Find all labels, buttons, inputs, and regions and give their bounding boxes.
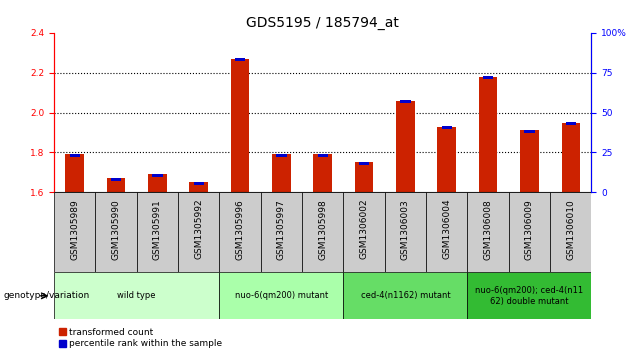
Text: GSM1305991: GSM1305991 <box>153 199 162 260</box>
Text: GSM1306003: GSM1306003 <box>401 199 410 260</box>
Text: GSM1305992: GSM1305992 <box>194 199 204 260</box>
Text: GSM1306002: GSM1306002 <box>359 199 369 260</box>
Bar <box>219 192 261 272</box>
Text: GSM1306010: GSM1306010 <box>566 199 576 260</box>
Bar <box>550 192 591 272</box>
Bar <box>441 126 452 129</box>
Text: GSM1306004: GSM1306004 <box>442 199 452 260</box>
Bar <box>54 192 95 272</box>
Bar <box>359 162 370 165</box>
Bar <box>314 155 332 192</box>
Text: GSM1305989: GSM1305989 <box>70 199 80 260</box>
Bar <box>520 131 539 192</box>
Bar <box>235 58 245 61</box>
Text: GSM1305997: GSM1305997 <box>277 199 286 260</box>
Bar <box>467 192 509 272</box>
Title: GDS5195 / 185794_at: GDS5195 / 185794_at <box>246 16 399 30</box>
Bar <box>426 192 467 272</box>
Bar <box>95 192 137 272</box>
Bar <box>219 272 343 319</box>
Bar <box>509 192 550 272</box>
Text: GSM1305998: GSM1305998 <box>318 199 328 260</box>
Bar <box>69 154 80 157</box>
Text: nuo-6(qm200); ced-4(n11
62) double mutant: nuo-6(qm200); ced-4(n11 62) double mutan… <box>475 286 584 306</box>
Text: ced-4(n1162) mutant: ced-4(n1162) mutant <box>361 291 450 300</box>
Bar <box>467 272 591 319</box>
Text: genotype/variation: genotype/variation <box>3 291 90 300</box>
Bar <box>54 272 219 319</box>
Text: GSM1306008: GSM1306008 <box>483 199 493 260</box>
Legend: transformed count, percentile rank within the sample: transformed count, percentile rank withi… <box>59 327 223 348</box>
Bar <box>178 192 219 272</box>
Bar <box>111 178 121 181</box>
Bar <box>483 76 494 79</box>
Bar <box>66 155 84 192</box>
Bar <box>565 122 576 125</box>
Bar <box>562 123 580 192</box>
Text: wild type: wild type <box>118 291 156 300</box>
Bar <box>343 272 467 319</box>
Bar <box>438 127 456 192</box>
Bar <box>272 155 291 192</box>
Bar <box>190 183 208 192</box>
Bar <box>400 100 411 103</box>
Bar <box>343 192 385 272</box>
Bar <box>261 192 302 272</box>
Bar <box>317 154 328 157</box>
Bar <box>479 77 497 192</box>
Bar <box>152 174 163 177</box>
Bar <box>107 179 125 192</box>
Bar <box>231 58 249 192</box>
Bar <box>302 192 343 272</box>
Text: GSM1306009: GSM1306009 <box>525 199 534 260</box>
Text: GSM1305990: GSM1305990 <box>111 199 121 260</box>
Text: GSM1305996: GSM1305996 <box>235 199 245 260</box>
Bar <box>193 182 204 185</box>
Bar <box>385 192 426 272</box>
Text: nuo-6(qm200) mutant: nuo-6(qm200) mutant <box>235 291 328 300</box>
Bar <box>148 175 167 192</box>
Bar <box>137 192 178 272</box>
Bar <box>396 101 415 192</box>
Bar <box>276 154 287 157</box>
Bar <box>355 163 373 192</box>
Bar <box>524 130 535 133</box>
